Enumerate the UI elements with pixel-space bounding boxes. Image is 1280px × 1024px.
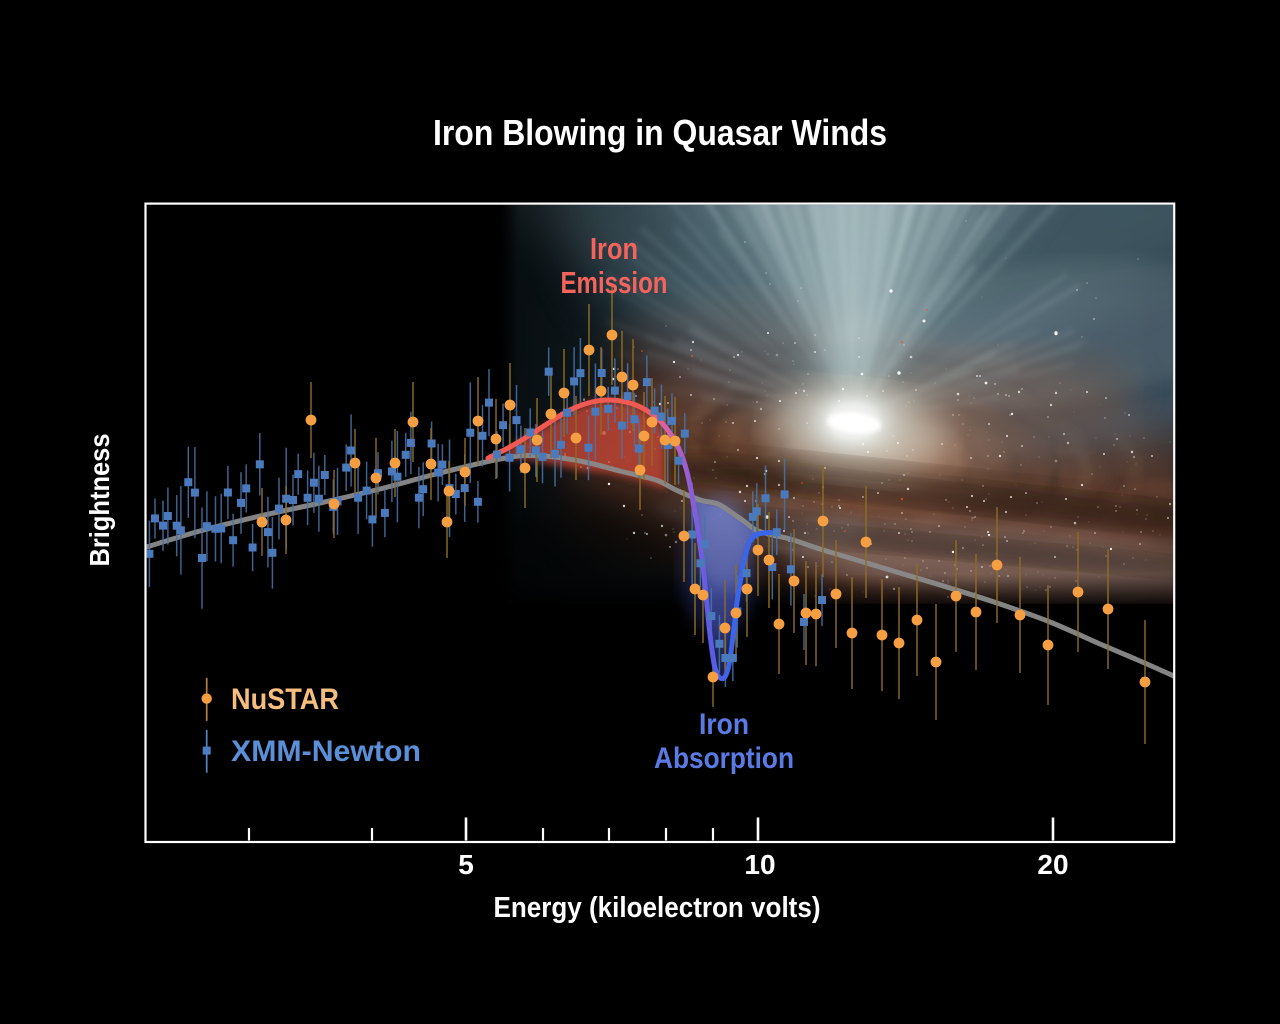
svg-text:Iron Blowing in Quasar Winds: Iron Blowing in Quasar Winds — [433, 112, 887, 153]
svg-text:Absorption: Absorption — [654, 742, 794, 775]
svg-text:Iron: Iron — [590, 231, 638, 266]
svg-text:20: 20 — [1037, 849, 1068, 880]
svg-text:5: 5 — [458, 849, 474, 880]
svg-text:NuSTAR: NuSTAR — [231, 683, 339, 716]
svg-text:Iron: Iron — [699, 708, 749, 741]
svg-text:XMM-Newton: XMM-Newton — [231, 735, 421, 768]
svg-text:Energy (kiloelectron volts): Energy (kiloelectron volts) — [494, 892, 821, 924]
svg-text:10: 10 — [744, 849, 775, 880]
svg-text:Brightness: Brightness — [84, 434, 115, 567]
svg-text:Emission: Emission — [561, 265, 668, 300]
